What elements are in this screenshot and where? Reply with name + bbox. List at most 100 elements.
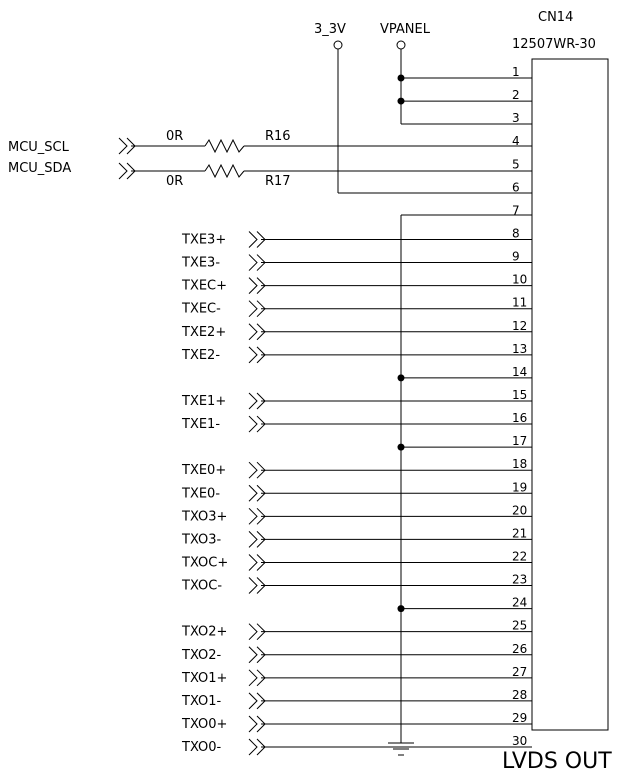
port-icon [248, 692, 258, 710]
pin-number: 17 [512, 434, 527, 448]
port-icon [248, 231, 258, 248]
r17-ref: R17 [265, 174, 291, 189]
pin-number: 13 [512, 342, 527, 356]
pin-number: 8 [512, 226, 520, 240]
signal-txo0-pos: TXO0+ [181, 715, 532, 733]
signal-txe3-pos: TXE3+ [181, 231, 532, 248]
r16-resistor-icon [204, 138, 245, 154]
signal-txo1-neg: TXO1- [181, 692, 532, 710]
vpanel-label: VPANEL [380, 22, 431, 37]
signal-label: TXO1+ [181, 671, 227, 686]
junction-dot [397, 374, 405, 382]
pin-number: 27 [512, 665, 527, 679]
signal-label: TXE0- [181, 486, 220, 501]
mcu-scl-label: MCU_SCL [8, 140, 70, 155]
signal-txe0-pos: TXE0+ [181, 461, 532, 479]
connector-ref: CN14 [538, 10, 573, 25]
pin-number: 14 [512, 365, 527, 379]
port-icon [248, 577, 258, 594]
pin-number: 5 [512, 157, 520, 171]
signal-txo2-pos: TXO2+ [181, 623, 532, 641]
port-icon [248, 484, 258, 502]
pin-number: 6 [512, 180, 520, 194]
port-icon [248, 415, 258, 433]
port-icon [248, 254, 258, 271]
mcu-sda-port-icon [118, 162, 128, 180]
port-icon [248, 715, 258, 733]
lvds-signals: TXE3+ TXE3- TXEC+ TXEC- TXE2+ TXE2- TXE1+ TXE1-… [181, 231, 532, 756]
junction-dot [397, 443, 405, 451]
signal-txec-pos: TXEC+ [181, 277, 532, 294]
pin-number: 21 [512, 526, 527, 540]
signal-txe1-pos: TXE1+ [181, 392, 532, 410]
pin-number: 16 [512, 411, 527, 425]
port-icon [248, 531, 258, 548]
mcu-scl-port-icon [118, 137, 128, 155]
port-icon [248, 323, 258, 341]
signal-label: TXO2- [181, 648, 222, 663]
pin-number: 18 [512, 457, 527, 471]
port-icon [248, 623, 258, 641]
signal-txe1-neg: TXE1- [181, 415, 532, 433]
pin-number: 22 [512, 549, 527, 563]
mcu-sda-label: MCU_SDA [8, 161, 71, 176]
pin-number: 9 [512, 250, 520, 264]
pin-number: 2 [512, 88, 520, 102]
signal-txo3-pos: TXO3+ [181, 507, 532, 525]
signal-label: TXE2+ [181, 325, 226, 340]
supply-3v3-terminal [333, 40, 343, 50]
pin-number: 26 [512, 642, 527, 656]
port-icon [248, 507, 258, 525]
pin-number: 19 [512, 480, 527, 494]
signal-label: TXE1- [181, 417, 220, 432]
pin-number: 23 [512, 573, 527, 587]
diagram-caption: LVDS OUT [502, 749, 612, 774]
signal-label: TXO2+ [181, 625, 227, 640]
junction-dot [397, 74, 405, 82]
port-icon [248, 669, 258, 687]
supply-3v3-label: 3_3V [314, 22, 346, 37]
port-icon [248, 346, 258, 364]
signal-label: TXOC- [181, 579, 222, 594]
pin-number: 15 [512, 388, 527, 402]
connector-pins: 1234567891011121314151617181920212223242… [401, 65, 532, 748]
ground-icon [388, 742, 414, 756]
pin-number: 7 [512, 203, 520, 217]
junction-dot [397, 97, 405, 105]
port-icon [248, 300, 258, 318]
signal-txe0-neg: TXE0- [181, 484, 532, 502]
pin-number: 28 [512, 688, 527, 702]
signal-label: TXO1- [181, 694, 222, 709]
signal-txe2-pos: TXE2+ [181, 323, 532, 341]
r17-resistor-icon [204, 163, 245, 179]
pin-number: 1 [512, 65, 520, 79]
signal-label: TXO0- [181, 740, 222, 755]
pin-number: 4 [512, 134, 520, 148]
signal-txe3-neg: TXE3- [181, 254, 532, 271]
signal-txoc-neg: TXOC- [181, 577, 532, 594]
signal-label: TXEC+ [181, 279, 227, 294]
pin-number: 10 [512, 273, 527, 287]
pin-number: 30 [512, 734, 527, 748]
signal-txo2-neg: TXO2- [181, 646, 532, 664]
signal-label: TXO3- [181, 532, 222, 547]
signal-txe2-neg: TXE2- [181, 346, 532, 364]
pin-number: 20 [512, 503, 527, 517]
signal-label: TXE1+ [181, 394, 226, 409]
signal-txoc-pos: TXOC+ [181, 554, 532, 571]
pin-number: 3 [512, 111, 520, 125]
pin-number: 25 [512, 619, 527, 633]
vpanel-terminal [396, 40, 406, 50]
signal-label: TXO0+ [181, 717, 227, 732]
pin-number: 12 [512, 319, 527, 333]
signal-label: TXOC+ [181, 555, 228, 570]
pin-number: 24 [512, 596, 527, 610]
port-icon [248, 277, 258, 294]
r16-value: 0R [166, 129, 183, 144]
port-icon [248, 461, 258, 479]
connector-part-number: 12507WR-30 [512, 37, 596, 52]
r17-value: 0R [166, 174, 183, 189]
port-icon [248, 554, 258, 571]
signal-label: TXE3+ [181, 232, 226, 247]
